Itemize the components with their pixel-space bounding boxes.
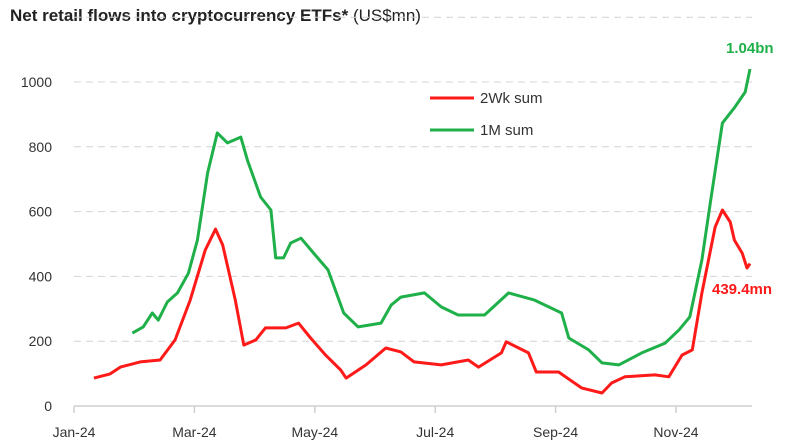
y-tick-label: 1000 <box>21 74 52 90</box>
title-unit: (US$mn) <box>352 6 421 25</box>
y-tick-label: 0 <box>44 398 52 414</box>
x-axis: Jan-24 Mar-24 May-24 Jul-24 Sep-24 Nov-24 <box>53 405 752 440</box>
y-tick-label: 200 <box>29 333 53 349</box>
title-main: Net retail flows into cryptocurrency ETF… <box>10 6 349 25</box>
legend-label-1m: 1M sum <box>480 122 533 139</box>
x-tick-label: Sep-24 <box>533 424 578 440</box>
y-axis-labels: 0 200 400 600 800 1000 <box>21 74 52 414</box>
legend: 2Wk sum 1M sum <box>430 90 543 139</box>
x-tick-label: Jul-24 <box>416 424 454 440</box>
legend-label-2wk: 2Wk sum <box>480 90 543 107</box>
y-tick-label: 800 <box>29 139 53 155</box>
x-tick-label: Mar-24 <box>172 424 217 440</box>
series-line-2wk-sum <box>93 208 752 395</box>
annotation-1m-last: 1.04bn <box>726 40 774 57</box>
series-lines <box>93 68 752 395</box>
x-tick-label: Nov-24 <box>653 424 698 440</box>
x-tick-label: Jan-24 <box>53 424 96 440</box>
y-tick-label: 400 <box>29 268 53 284</box>
annotation-2wk-last: 439.4mn <box>712 281 772 298</box>
chart-title: Net retail flows into cryptocurrency ETF… <box>10 6 421 26</box>
x-tick-label: May-24 <box>291 424 338 440</box>
y-tick-label: 600 <box>29 204 53 220</box>
series-line-1m-sum <box>131 68 752 367</box>
